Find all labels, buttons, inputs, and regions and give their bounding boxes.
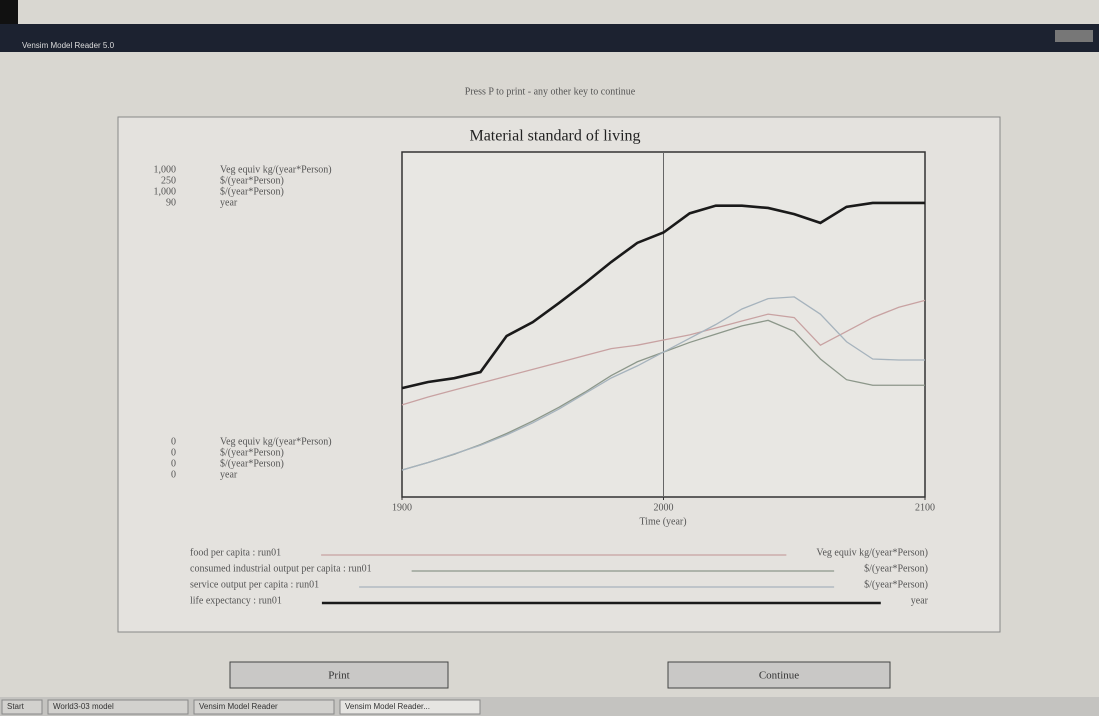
y-scale-label: 90: [166, 197, 176, 208]
y-scale-unit: year: [220, 197, 238, 208]
y-scale-label: 0: [171, 447, 176, 458]
chart-title: Material standard of living: [469, 128, 640, 145]
legend-unit: year: [911, 595, 929, 606]
prompt: Press P to print - any other key to cont…: [465, 86, 636, 97]
continue-button[interactable]: [667, 661, 891, 689]
taskbar-button[interactable]: [47, 699, 189, 715]
y-scale-unit: $/(year*Person): [220, 186, 284, 197]
print-button[interactable]: [229, 661, 449, 689]
series-line: [401, 201, 925, 390]
y-scale-unit: Veg equiv kg/(year*Person): [220, 436, 332, 447]
y-scale-unit: $/(year*Person): [220, 175, 284, 186]
x-tick-label: 1900: [392, 502, 412, 513]
y-scale-label: 0: [171, 436, 176, 447]
series-line: [401, 296, 925, 471]
legend-label: life expectancy : run01: [190, 595, 282, 606]
taskbar-label[interactable]: Vensim Model Reader: [199, 702, 278, 711]
taskbar-button[interactable]: [193, 699, 335, 715]
window-controls[interactable]: [1055, 30, 1093, 42]
y-scale-label: 1,000: [154, 186, 177, 197]
x-tick-label: 2000: [654, 502, 674, 513]
y-scale-unit: $/(year*Person): [220, 447, 284, 458]
legend-unit: $/(year*Person): [864, 579, 928, 590]
window-title: Vensim Model Reader 5.0: [22, 41, 115, 50]
x-tick-label: 2100: [915, 502, 935, 513]
legend-unit: Veg equiv kg/(year*Person): [816, 547, 928, 558]
legend-label: service output per capita : run01: [190, 579, 319, 590]
taskbar-label[interactable]: Vensim Model Reader...: [345, 702, 430, 711]
y-scale-unit: year: [220, 469, 238, 480]
continue-label[interactable]: Continue: [759, 670, 799, 682]
taskbar-label[interactable]: World3-03 model: [53, 702, 114, 711]
print-label[interactable]: Print: [328, 670, 349, 682]
y-scale-label: 0: [171, 469, 176, 480]
y-scale-unit: Veg equiv kg/(year*Person): [220, 164, 332, 175]
legend-label: consumed industrial output per capita : …: [190, 563, 372, 574]
y-scale-unit: $/(year*Person): [220, 458, 284, 469]
legend-unit: $/(year*Person): [864, 563, 928, 574]
title-bar: [0, 24, 1099, 52]
taskbar-button[interactable]: [339, 699, 481, 715]
y-scale-label: 250: [161, 175, 176, 186]
y-scale-label: 0: [171, 458, 176, 469]
taskbar-button[interactable]: [1, 699, 43, 715]
x-axis-label: Time (year): [639, 516, 686, 527]
y-scale-label: 1,000: [154, 164, 177, 175]
legend-label: food per capita : run01: [190, 547, 281, 558]
series-line: [401, 299, 926, 406]
taskbar-items: Start World3-03 model Vensim Model Reader V…: [1, 699, 481, 715]
taskbar-label[interactable]: Start: [7, 702, 25, 711]
